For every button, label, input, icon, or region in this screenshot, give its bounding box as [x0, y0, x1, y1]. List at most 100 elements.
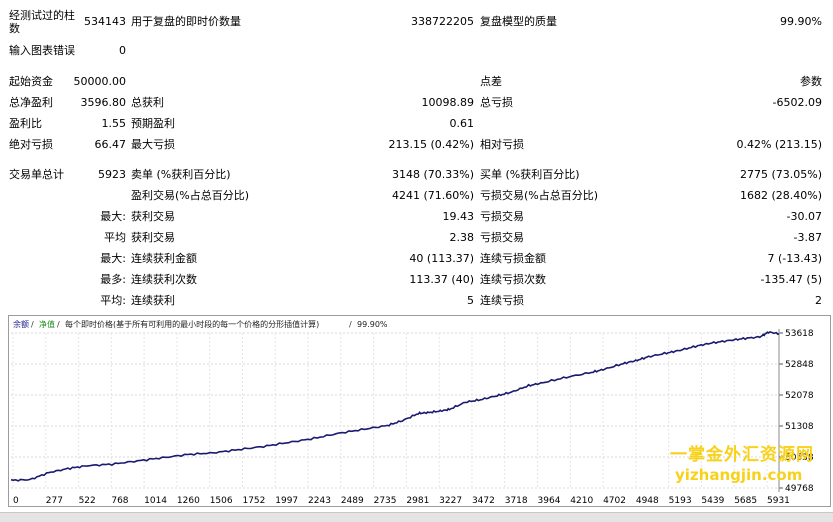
- x-tick-label: 1752: [242, 496, 265, 506]
- legend-separator-3: /: [349, 320, 352, 329]
- x-tick-label: 1506: [210, 496, 233, 506]
- watermark-url: yizhangjin.com: [675, 466, 803, 484]
- chart-legend: 余额 / 净值 / 每个即时价格(基于所有可利用的最小时段的每一个价格的分形插值…: [13, 319, 388, 329]
- avg-consec-wins-value: 5: [467, 294, 474, 307]
- spread-label: 点差: [480, 75, 502, 88]
- x-tick-label: 4210: [570, 496, 593, 506]
- long-trades-label: 买单 (%获利百分比): [480, 168, 580, 181]
- watermark-title: 一掌金外汇资源网: [670, 445, 814, 465]
- legend-quality: 99.90%: [357, 320, 388, 329]
- x-tick-label: 522: [79, 496, 96, 506]
- max-consec-wins-value: 40 (113.37): [409, 252, 474, 265]
- bottom-scroll-strip: [0, 512, 833, 522]
- profit-trades-label: 盈利交易(%占总百分比): [131, 189, 250, 202]
- ticks-label: 用于复盘的即时价数量: [131, 15, 241, 28]
- gross-loss-value: -6502.09: [772, 96, 822, 109]
- x-tick-label: 3718: [505, 496, 528, 506]
- max-consec-wins-label: 连续获利金额: [131, 252, 197, 265]
- x-tick-label: 4948: [636, 496, 659, 506]
- loss-trades-label: 亏损交易(%占总百分比): [480, 189, 599, 202]
- legend-description: 每个即时价格(基于所有可利用的最小时段的每一个价格的分形插值计算): [65, 319, 319, 329]
- avg-consec-prefix: 平均:: [100, 294, 126, 307]
- total-trades-label: 交易单总计: [9, 168, 64, 181]
- abs-drawdown-label: 绝对亏损: [9, 138, 53, 151]
- largest-profit-value: 19.43: [442, 210, 475, 223]
- chart-series: [10, 331, 780, 482]
- y-tick-label: 52078: [785, 391, 814, 401]
- largest-profit-label: 获利交易: [131, 210, 175, 223]
- x-tick-label: 2243: [308, 496, 331, 506]
- profit-factor-label: 盈利比: [9, 117, 42, 130]
- balance-series-line: [10, 331, 780, 482]
- bars-tested-value: 534143: [84, 15, 126, 28]
- average-loss-label: 亏损交易: [480, 231, 524, 244]
- y-tick-label: 51308: [785, 422, 814, 432]
- loss-trades-value: 1682 (28.40%): [739, 189, 822, 202]
- balance-chart-panel: 余额 / 净值 / 每个即时价格(基于所有可利用的最小时段的每一个价格的分形插值…: [8, 315, 831, 507]
- x-tick-label: 4702: [603, 496, 626, 506]
- ticks-value: 338722205: [411, 15, 474, 28]
- maximal-consec-profit-value: 113.37 (40): [409, 273, 474, 286]
- y-tick-label: 53618: [785, 329, 814, 339]
- initial-deposit-label: 起始资金: [9, 75, 53, 88]
- x-tick-label: 3964: [538, 496, 561, 506]
- total-trades-value: 5923: [98, 168, 126, 181]
- gross-profit-label: 总获利: [131, 96, 164, 109]
- long-trades-value: 2775 (73.05%): [739, 168, 822, 181]
- avg-consec-wins-label: 连续获利: [131, 294, 175, 307]
- quality-value: 99.90%: [780, 15, 822, 28]
- maximal-consec-loss-value: -135.47 (5): [760, 273, 822, 286]
- net-profit-label: 总净盈利: [9, 96, 53, 109]
- largest-loss-label: 亏损交易: [480, 210, 524, 223]
- abs-drawdown-value: 66.47: [94, 138, 127, 151]
- x-tick-label: 768: [111, 496, 128, 506]
- x-tick-label: 5193: [669, 496, 692, 506]
- short-trades-label: 卖单 (%获利百分比): [131, 168, 231, 181]
- x-tick-label: 2735: [374, 496, 397, 506]
- quality-label: 复盘模型的质量: [480, 15, 557, 28]
- short-trades-value: 3148 (70.33%): [391, 168, 474, 181]
- x-tick-label: 5439: [701, 496, 724, 506]
- expected-payoff-label: 预期盈利: [131, 117, 175, 130]
- bars-tested-label: 经测试过的柱数: [9, 9, 75, 35]
- chart-errors-value: 0: [119, 44, 126, 57]
- max-drawdown-label: 最大亏损: [131, 138, 175, 151]
- y-tick-label: 49768: [785, 484, 814, 494]
- rel-drawdown-value: 0.42% (213.15): [736, 138, 822, 151]
- x-tick-label: 0: [13, 496, 19, 506]
- chart-x-axis: 0 277 522 768 1014 1260 1506 1752 1997 2243 2489 27…: [13, 496, 790, 506]
- maximal-consec-profit-label: 连续获利次数: [131, 273, 197, 286]
- y-tick-label: 50538: [785, 453, 814, 463]
- average-prefix: 平均: [104, 231, 126, 244]
- balance-chart: 余额 / 净值 / 每个即时价格(基于所有可利用的最小时段的每一个价格的分形插值…: [10, 319, 814, 506]
- spread-value: 参数: [800, 75, 822, 88]
- x-tick-label: 1260: [177, 496, 200, 506]
- chart-errors-label: 输入图表错误: [9, 44, 75, 57]
- legend-balance: 余额: [13, 319, 29, 329]
- largest-loss-value: -30.07: [786, 210, 822, 223]
- initial-deposit-value: 50000.00: [73, 75, 127, 88]
- avg-consec-losses-label: 连续亏损: [480, 294, 524, 307]
- x-tick-label: 2981: [406, 496, 429, 506]
- x-tick-label: 3227: [439, 496, 462, 506]
- x-tick-label: 3472: [472, 496, 495, 506]
- x-tick-label: 5931: [767, 496, 790, 506]
- x-tick-label: 5685: [734, 496, 757, 506]
- average-profit-label: 获利交易: [131, 231, 175, 244]
- avg-consec-losses-value: 2: [815, 294, 822, 307]
- largest-prefix: 最大:: [100, 210, 126, 223]
- rel-drawdown-label: 相对亏损: [480, 138, 524, 151]
- legend-separator-1: /: [31, 320, 34, 329]
- y-tick-label: 52848: [785, 360, 814, 370]
- max-drawdown-value: 213.15 (0.42%): [388, 138, 474, 151]
- max-consec-prefix: 最大:: [100, 252, 126, 265]
- average-profit-value: 2.38: [449, 231, 475, 244]
- profit-trades-value: 4241 (71.60%): [391, 189, 474, 202]
- expected-payoff-value: 0.61: [449, 117, 475, 130]
- x-tick-label: 1014: [144, 496, 167, 506]
- legend-separator-2: /: [57, 320, 60, 329]
- x-tick-label: 1997: [275, 496, 298, 506]
- legend-equity: 净值: [39, 319, 55, 329]
- max-consec-losses-label: 连续亏损金额: [480, 252, 546, 265]
- gross-loss-label: 总亏损: [480, 96, 513, 109]
